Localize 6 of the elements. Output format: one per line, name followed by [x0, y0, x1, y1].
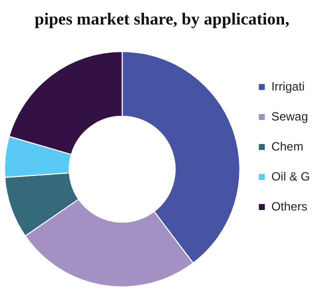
- chart-title: pipes market share, by application,: [34, 10, 290, 29]
- legend-label: Chem: [271, 139, 304, 154]
- legend-label: Sewag: [271, 109, 308, 124]
- legend-label: Others: [271, 199, 308, 214]
- legend-label: Irrigati: [271, 79, 305, 94]
- legend-label: Oil & G: [271, 169, 310, 184]
